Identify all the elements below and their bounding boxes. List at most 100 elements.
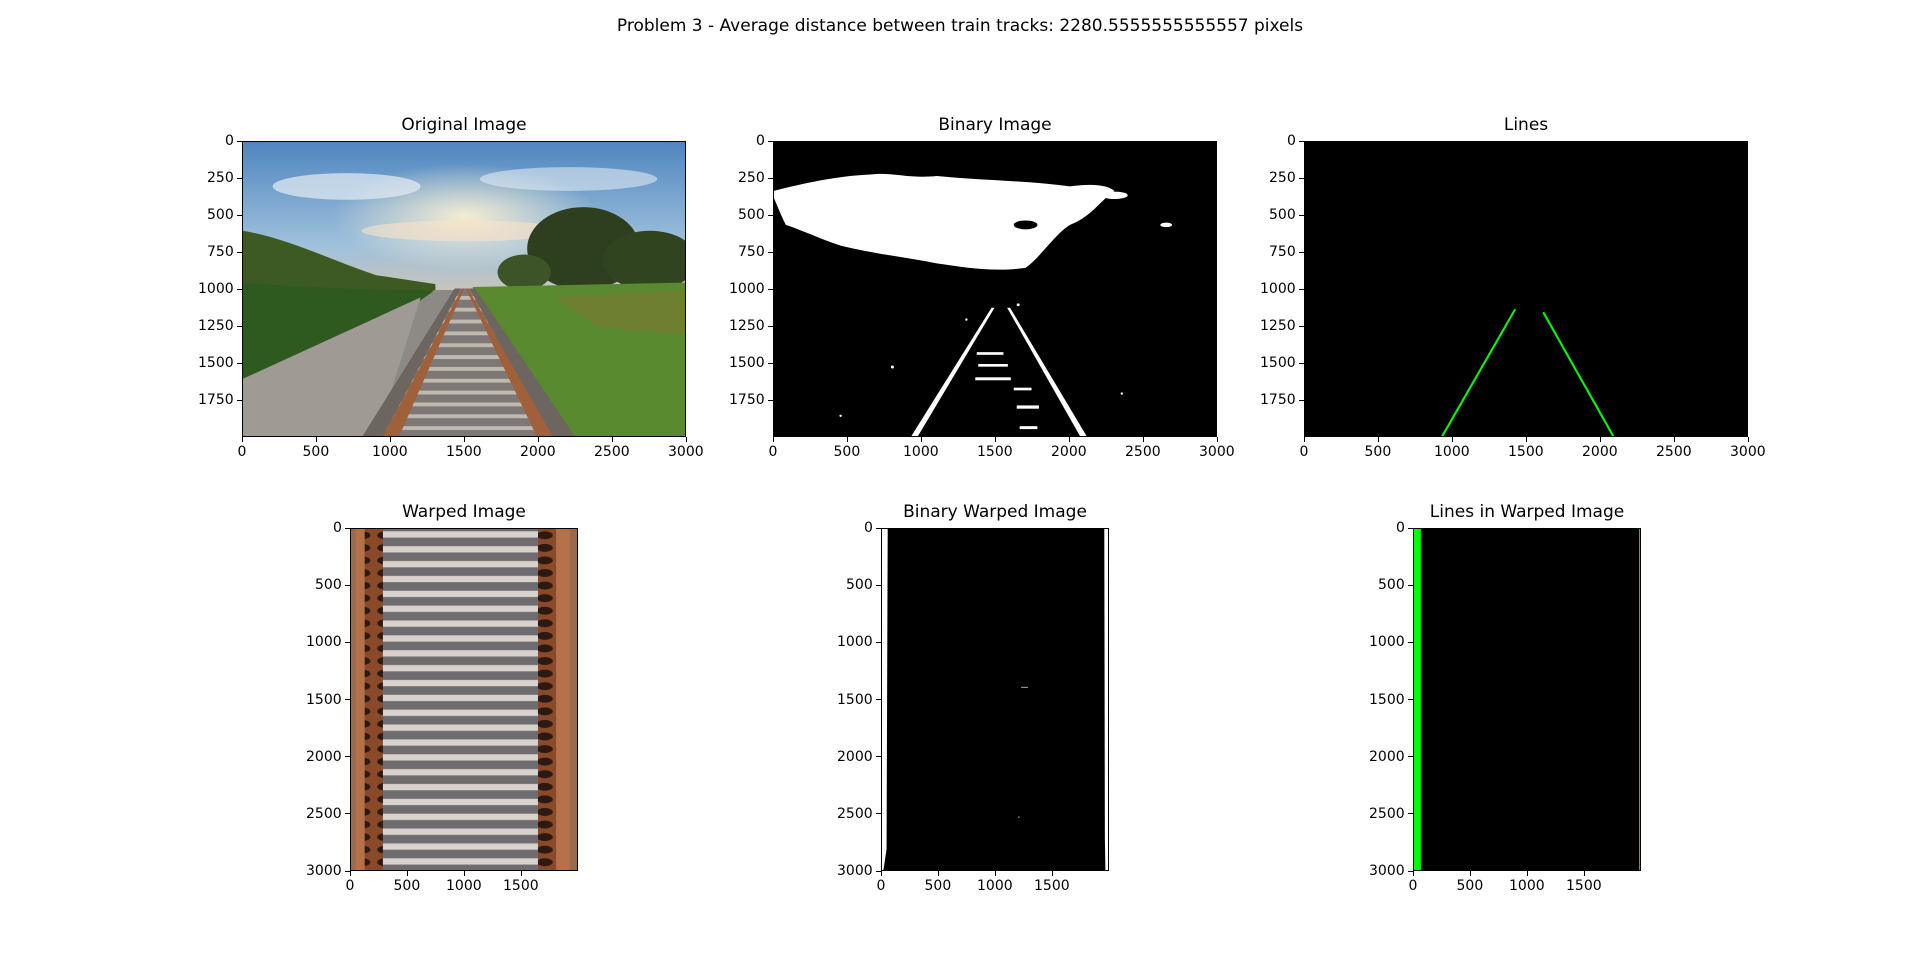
figure-title: Problem 3 - Average distance between tra… [616,16,1304,36]
x-tick-mark [920,437,922,442]
x-tick-label: 0 [768,444,778,460]
x-tick-mark [1673,437,1675,442]
y-tick-label: 500 [846,577,873,594]
y-tick-mark [1408,527,1413,529]
x-tick-mark [1526,871,1528,876]
y-tick-label: 0 [756,133,765,149]
x-tick-mark [389,437,391,442]
y-tick-mark [1408,699,1413,700]
y-tick-mark [345,584,350,586]
binary-mask [774,142,1216,436]
y-tick-label: 250 [738,170,765,186]
x-tick-label: 1500 [446,444,482,460]
y-tick-mark [345,813,350,815]
y-tick-mark [876,870,881,872]
x-tick-mark [1451,437,1453,442]
x-tick-label: 1500 [1034,878,1070,894]
panel-title: Lines in Warped Image [1429,502,1625,522]
x-tick-mark [463,437,465,442]
x-tick-label: 0 [1299,444,1309,460]
y-tick-label: 750 [207,244,234,260]
panel-title: Original Image [401,115,527,135]
x-tick-mark [1583,871,1585,876]
x-tick-label: 500 [1456,878,1484,894]
y-tick-mark [237,399,242,401]
y-tick-mark [876,641,881,643]
y-tick-label: 1250 [729,318,765,334]
y-tick-label: 1000 [306,634,342,651]
panel-title: Warped Image [402,502,526,522]
y-tick-label: 500 [207,207,234,223]
x-tick-mark [1747,437,1749,442]
x-tick-label: 1500 [977,444,1013,460]
y-tick-label: 1000 [1369,634,1405,651]
x-tick-label: 1000 [446,878,482,894]
x-tick-mark [685,437,687,442]
x-tick-label: 1500 [1566,878,1602,894]
y-tick-mark [768,177,773,179]
y-tick-label: 2000 [306,748,342,765]
x-tick-label: 1000 [1434,444,1470,460]
binary-warped-mask [882,529,1108,870]
y-tick-label: 1500 [729,355,765,371]
x-tick-mark [520,871,522,876]
x-tick-label: 0 [876,878,886,894]
x-tick-label: 0 [345,878,355,894]
x-tick-mark [611,437,613,442]
x-tick-mark [846,437,848,442]
y-tick-mark [1299,362,1304,364]
railway-photo [243,142,685,436]
y-tick-label: 3000 [306,863,342,879]
x-tick-label: 500 [833,444,861,460]
y-tick-mark [1299,140,1304,142]
x-tick-mark [1216,437,1218,442]
y-tick-mark [768,288,773,290]
x-tick-label: 2000 [1051,444,1087,460]
panel-lines-in-warped-image: Lines in Warped Image 0 500 1000 1500 0 500 10… [1369,502,1641,893]
panel-binary-image: Binary Image 0 500 1000 1500 2000 2 [729,115,1235,459]
y-tick-label: 1750 [729,392,765,408]
y-tick-mark [237,177,242,179]
y-tick-label: 1000 [1260,281,1296,297]
warped-photo [351,529,577,870]
x-tick-mark [1525,437,1527,442]
x-tick-mark [406,871,408,876]
panel-title: Lines [1503,115,1549,135]
y-tick-mark [1299,214,1304,216]
panel-lines: Lines 0 500 1000 1500 2000 2500 3000 0 250 500 750… [1260,115,1766,459]
x-tick-mark [315,437,317,442]
y-tick-label: 0 [1396,520,1405,536]
y-tick-mark [237,140,242,142]
y-tick-mark [1299,177,1304,179]
y-tick-label: 500 [1269,207,1296,223]
y-tick-mark [1299,399,1304,401]
image-axes [1413,528,1641,871]
warped-detected-lines [1414,529,1640,870]
x-tick-label: 500 [924,878,952,894]
x-tick-mark [994,437,996,442]
y-tick-label: 1500 [306,691,342,708]
x-tick-mark [1068,437,1070,442]
x-tick-mark [880,871,882,876]
y-tick-label: 1500 [1260,355,1296,371]
x-tick-label: 1500 [1508,444,1544,460]
y-tick-label: 500 [315,577,342,594]
x-tick-label: 2000 [520,444,556,460]
y-tick-mark [1408,813,1413,815]
image-axes [773,141,1217,437]
x-tick-label: 500 [1364,444,1392,460]
y-tick-label: 1750 [198,392,234,408]
image-axes [1304,141,1748,437]
y-tick-label: 0 [225,133,234,149]
y-tick-label: 1000 [198,281,234,297]
y-tick-mark [1408,584,1413,586]
y-tick-mark [1299,251,1304,253]
y-tick-label: 1750 [1260,392,1296,408]
x-tick-label: 0 [237,444,247,460]
x-tick-mark [772,437,774,442]
y-tick-mark [1299,288,1304,290]
y-tick-mark [1299,325,1304,327]
x-tick-mark [463,871,465,876]
x-tick-label: 3000 [1730,444,1766,460]
y-tick-label: 0 [333,520,342,536]
